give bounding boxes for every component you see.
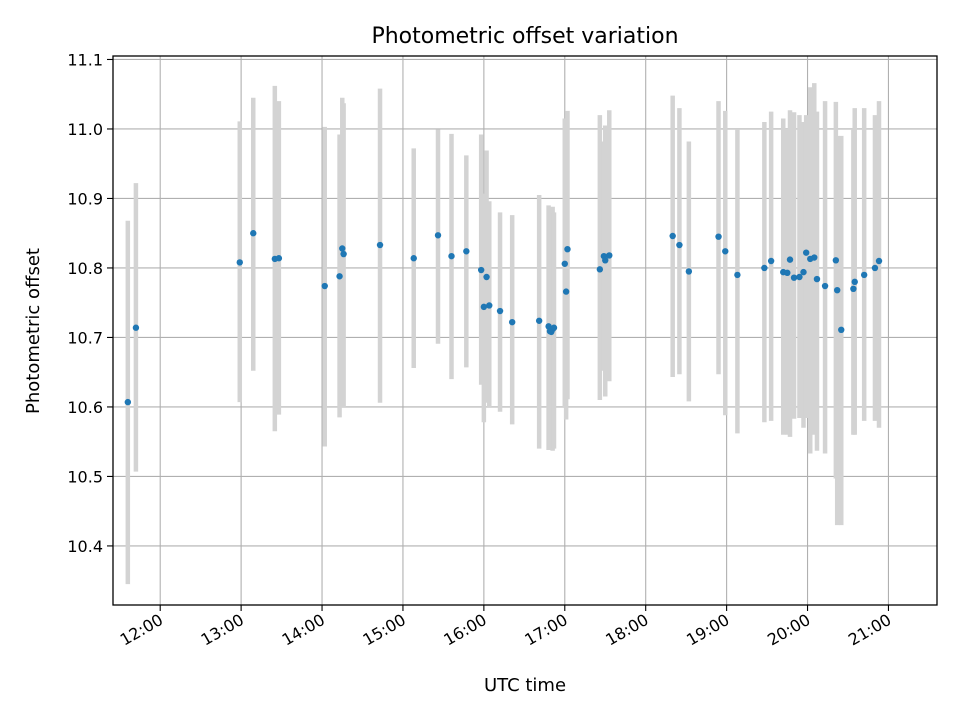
data-point [602,257,609,264]
data-point [477,266,485,274]
data-point [483,273,490,281]
x-axis-label: UTC time [484,675,566,696]
data-point [784,269,791,277]
data-point [508,318,516,326]
data-point [685,268,693,275]
data-point [124,398,132,406]
data-point [275,255,283,262]
data-point [838,326,845,334]
data-points [124,230,883,406]
data-point [550,324,558,331]
data-point [761,264,768,272]
data-point [875,257,883,265]
data-point [480,303,488,311]
data-point [336,273,343,280]
data-point [796,273,803,281]
data-point [850,285,857,293]
data-point [410,255,417,262]
data-point [669,232,676,240]
data-point [236,259,243,266]
data-point [813,275,821,283]
data-point [463,248,470,255]
y-tick-label: 10.7 [67,328,103,347]
data-point [800,268,807,276]
data-point [606,252,613,259]
data-point [802,249,810,256]
y-tick-label: 10.9 [67,189,103,208]
data-point [821,282,829,290]
data-point [596,266,604,273]
y-tick-label: 11.0 [67,120,103,139]
data-point [132,324,140,331]
data-point [448,252,455,260]
y-axis-label: Photometric offset [23,248,44,414]
data-point [851,278,858,286]
data-point [250,230,257,237]
data-point [535,317,543,324]
plot-frame [112,55,938,606]
data-point [321,282,328,290]
data-point [340,250,347,258]
data-point [561,260,568,267]
y-tick-label: 10.4 [67,537,103,556]
data-point [486,302,493,309]
data-point [811,254,818,261]
y-tick-label: 11.1 [67,50,103,69]
data-point [734,271,741,279]
data-point [715,233,722,240]
data-point [434,232,442,239]
data-point [339,245,346,252]
data-point [676,241,683,249]
y-tick-label: 10.6 [67,398,103,417]
data-point [832,257,840,264]
y-axis-ticks: 10.4 10.5 10.6 10.7 10.8 10.9 11.0 11.1 [67,50,113,556]
chart-title: Photometric offset variation [371,24,678,49]
data-point [860,271,868,279]
data-point [562,288,570,295]
data-point [564,245,571,253]
y-tick-label: 10.8 [67,259,103,278]
data-point [496,307,504,315]
data-point [790,274,798,281]
data-point [376,241,384,249]
data-point [786,256,794,263]
data-point [834,286,841,294]
y-tick-label: 10.5 [67,467,103,486]
data-point [722,248,729,255]
data-point [767,257,775,265]
data-point [871,264,879,272]
